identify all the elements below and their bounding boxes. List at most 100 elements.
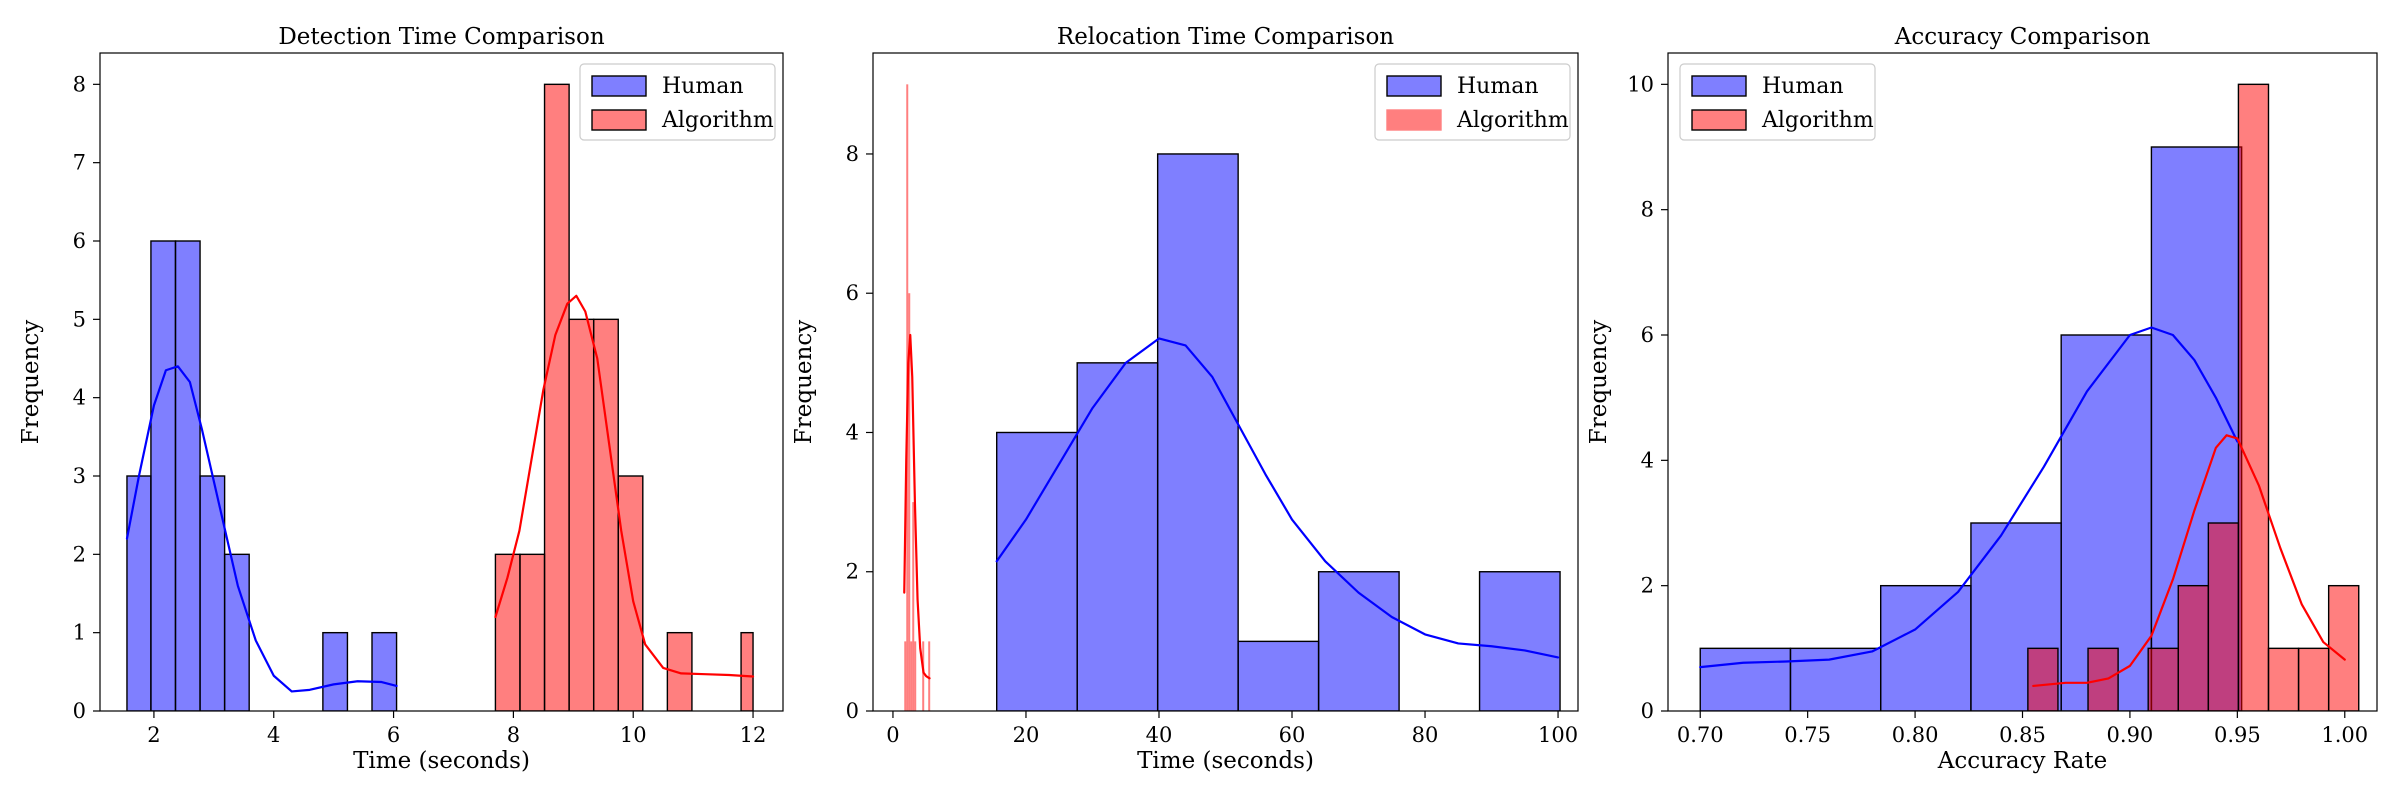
algorithm-bar xyxy=(2177,584,2210,711)
x-tick-label: 0.90 xyxy=(2107,723,2154,747)
chart-panel-2: 0 20 40 60 80 100 0 2 4 6 8 Relocation Time Compari… xyxy=(791,24,1579,774)
human-bar xyxy=(126,475,152,711)
x-axis-label: Time (seconds) xyxy=(1137,748,1314,774)
y-axis-label: Frequency xyxy=(18,320,44,444)
y-tick-label: 0 xyxy=(1641,699,1654,723)
human-bar xyxy=(1076,362,1159,711)
y-tick-label: 5 xyxy=(73,307,86,331)
algorithm-bar xyxy=(2147,647,2179,711)
y-tick-label: 2 xyxy=(73,542,86,566)
y-tick-label: 1 xyxy=(73,621,86,645)
y-tick-label: 6 xyxy=(1641,323,1654,347)
chart-title: Accuracy Comparison xyxy=(1894,24,2151,50)
algorithm-bar xyxy=(543,83,570,711)
algorithm-bar xyxy=(617,475,644,711)
y-tick-label: 8 xyxy=(846,142,859,166)
algorithm-bar xyxy=(2327,584,2360,711)
x-tick-label: 0.75 xyxy=(1784,723,1831,747)
x-tick-label: 60 xyxy=(1279,723,1306,747)
x-tick-label: 80 xyxy=(1412,723,1439,747)
x-tick-label: 0 xyxy=(886,723,899,747)
axes-frame xyxy=(872,52,1579,712)
plot-area xyxy=(125,83,755,711)
plot-area xyxy=(903,84,1561,711)
y-tick-label: 8 xyxy=(1641,198,1654,222)
algorithm-bar xyxy=(904,641,907,711)
human-bar xyxy=(150,240,177,711)
y-axis-label: Frequency xyxy=(791,320,817,444)
x-axis-label: Accuracy Rate xyxy=(1937,748,2108,774)
algorithm-legend-label: Algorithm xyxy=(1761,108,1874,133)
y-tick-label: 4 xyxy=(73,386,86,410)
y-tick-label: 4 xyxy=(1641,448,1654,472)
human-bar xyxy=(1156,153,1239,711)
algorithm-bar xyxy=(568,318,595,711)
axes-frame xyxy=(99,52,784,712)
human-legend-label: Human xyxy=(1457,74,1539,99)
x-tick-label: 20 xyxy=(1013,723,1040,747)
human-bar xyxy=(322,631,349,711)
x-tick-label: 8 xyxy=(507,723,520,747)
human-bar xyxy=(1237,640,1320,711)
algorithm-kde-line xyxy=(903,333,931,680)
y-tick-label: 6 xyxy=(73,229,86,253)
algorithm-legend-label: Algorithm xyxy=(661,108,774,133)
algorithm-legend-swatch xyxy=(1691,109,1747,131)
human-kde-line xyxy=(995,337,1560,659)
y-tick-label: 2 xyxy=(846,560,859,584)
x-tick-label: 12 xyxy=(740,723,767,747)
chart-panel-3: 0.70 0.75 0.80 0.85 0.90 0.95 1.00 0 2 4 6 8 10 Accur… xyxy=(1586,24,2378,774)
x-tick-label: 6 xyxy=(387,723,400,747)
human-kde-line xyxy=(1699,326,2239,669)
x-tick-label: 0.95 xyxy=(2214,723,2261,747)
algorithm-bar xyxy=(2297,647,2330,711)
y-tick-label: 7 xyxy=(73,151,86,175)
legend: Human Algorithm xyxy=(579,63,776,141)
algorithm-kde-line xyxy=(494,294,755,678)
human-legend-label: Human xyxy=(662,74,744,99)
y-tick-label: 10 xyxy=(1627,72,1654,96)
algorithm-bar xyxy=(592,318,619,711)
algorithm-bar xyxy=(928,641,931,711)
legend: Human Algorithm xyxy=(1374,63,1571,141)
algorithm-bar xyxy=(2207,522,2240,711)
x-tick-label: 10 xyxy=(620,723,647,747)
algorithm-bar xyxy=(912,502,915,711)
algorithm-legend-swatch xyxy=(591,109,647,131)
algorithm-bar xyxy=(910,641,913,711)
human-kde-line xyxy=(125,365,398,693)
algorithm-bar xyxy=(519,553,546,711)
plot-area xyxy=(1699,83,2360,711)
algorithm-bar xyxy=(922,641,925,711)
x-tick-label: 0.80 xyxy=(1892,723,1939,747)
human-bar xyxy=(174,240,201,711)
legend: Human Algorithm xyxy=(1679,63,1876,141)
algorithm-bar xyxy=(2267,647,2300,711)
y-tick-label: 3 xyxy=(73,464,86,488)
y-tick-label: 2 xyxy=(1641,574,1654,598)
human-legend-swatch xyxy=(1691,75,1747,97)
x-tick-label: 0.70 xyxy=(1677,723,1724,747)
y-axis-label: Frequency xyxy=(1586,320,1612,444)
x-tick-label: 2 xyxy=(147,723,160,747)
chart-title: Relocation Time Comparison xyxy=(1057,24,1394,50)
algorithm-bar xyxy=(2027,647,2059,711)
algorithm-bar xyxy=(740,631,754,711)
y-tick-label: 0 xyxy=(73,699,86,723)
human-bar xyxy=(1699,647,1792,711)
x-tick-label: 40 xyxy=(1146,723,1173,747)
human-bar xyxy=(1317,571,1400,711)
x-tick-label: 0.85 xyxy=(1999,723,2046,747)
chart-title: Detection Time Comparison xyxy=(278,24,604,50)
algorithm-bar xyxy=(2237,83,2270,711)
algorithm-legend-swatch xyxy=(1386,109,1442,131)
human-legend-label: Human xyxy=(1762,74,1844,99)
x-tick-label: 4 xyxy=(267,723,280,747)
human-bar xyxy=(371,631,398,711)
algorithm-legend-label: Algorithm xyxy=(1456,108,1569,133)
algorithm-kde-line xyxy=(2032,434,2346,688)
human-bar xyxy=(1478,571,1561,711)
x-tick-label: 1.00 xyxy=(2321,723,2368,747)
